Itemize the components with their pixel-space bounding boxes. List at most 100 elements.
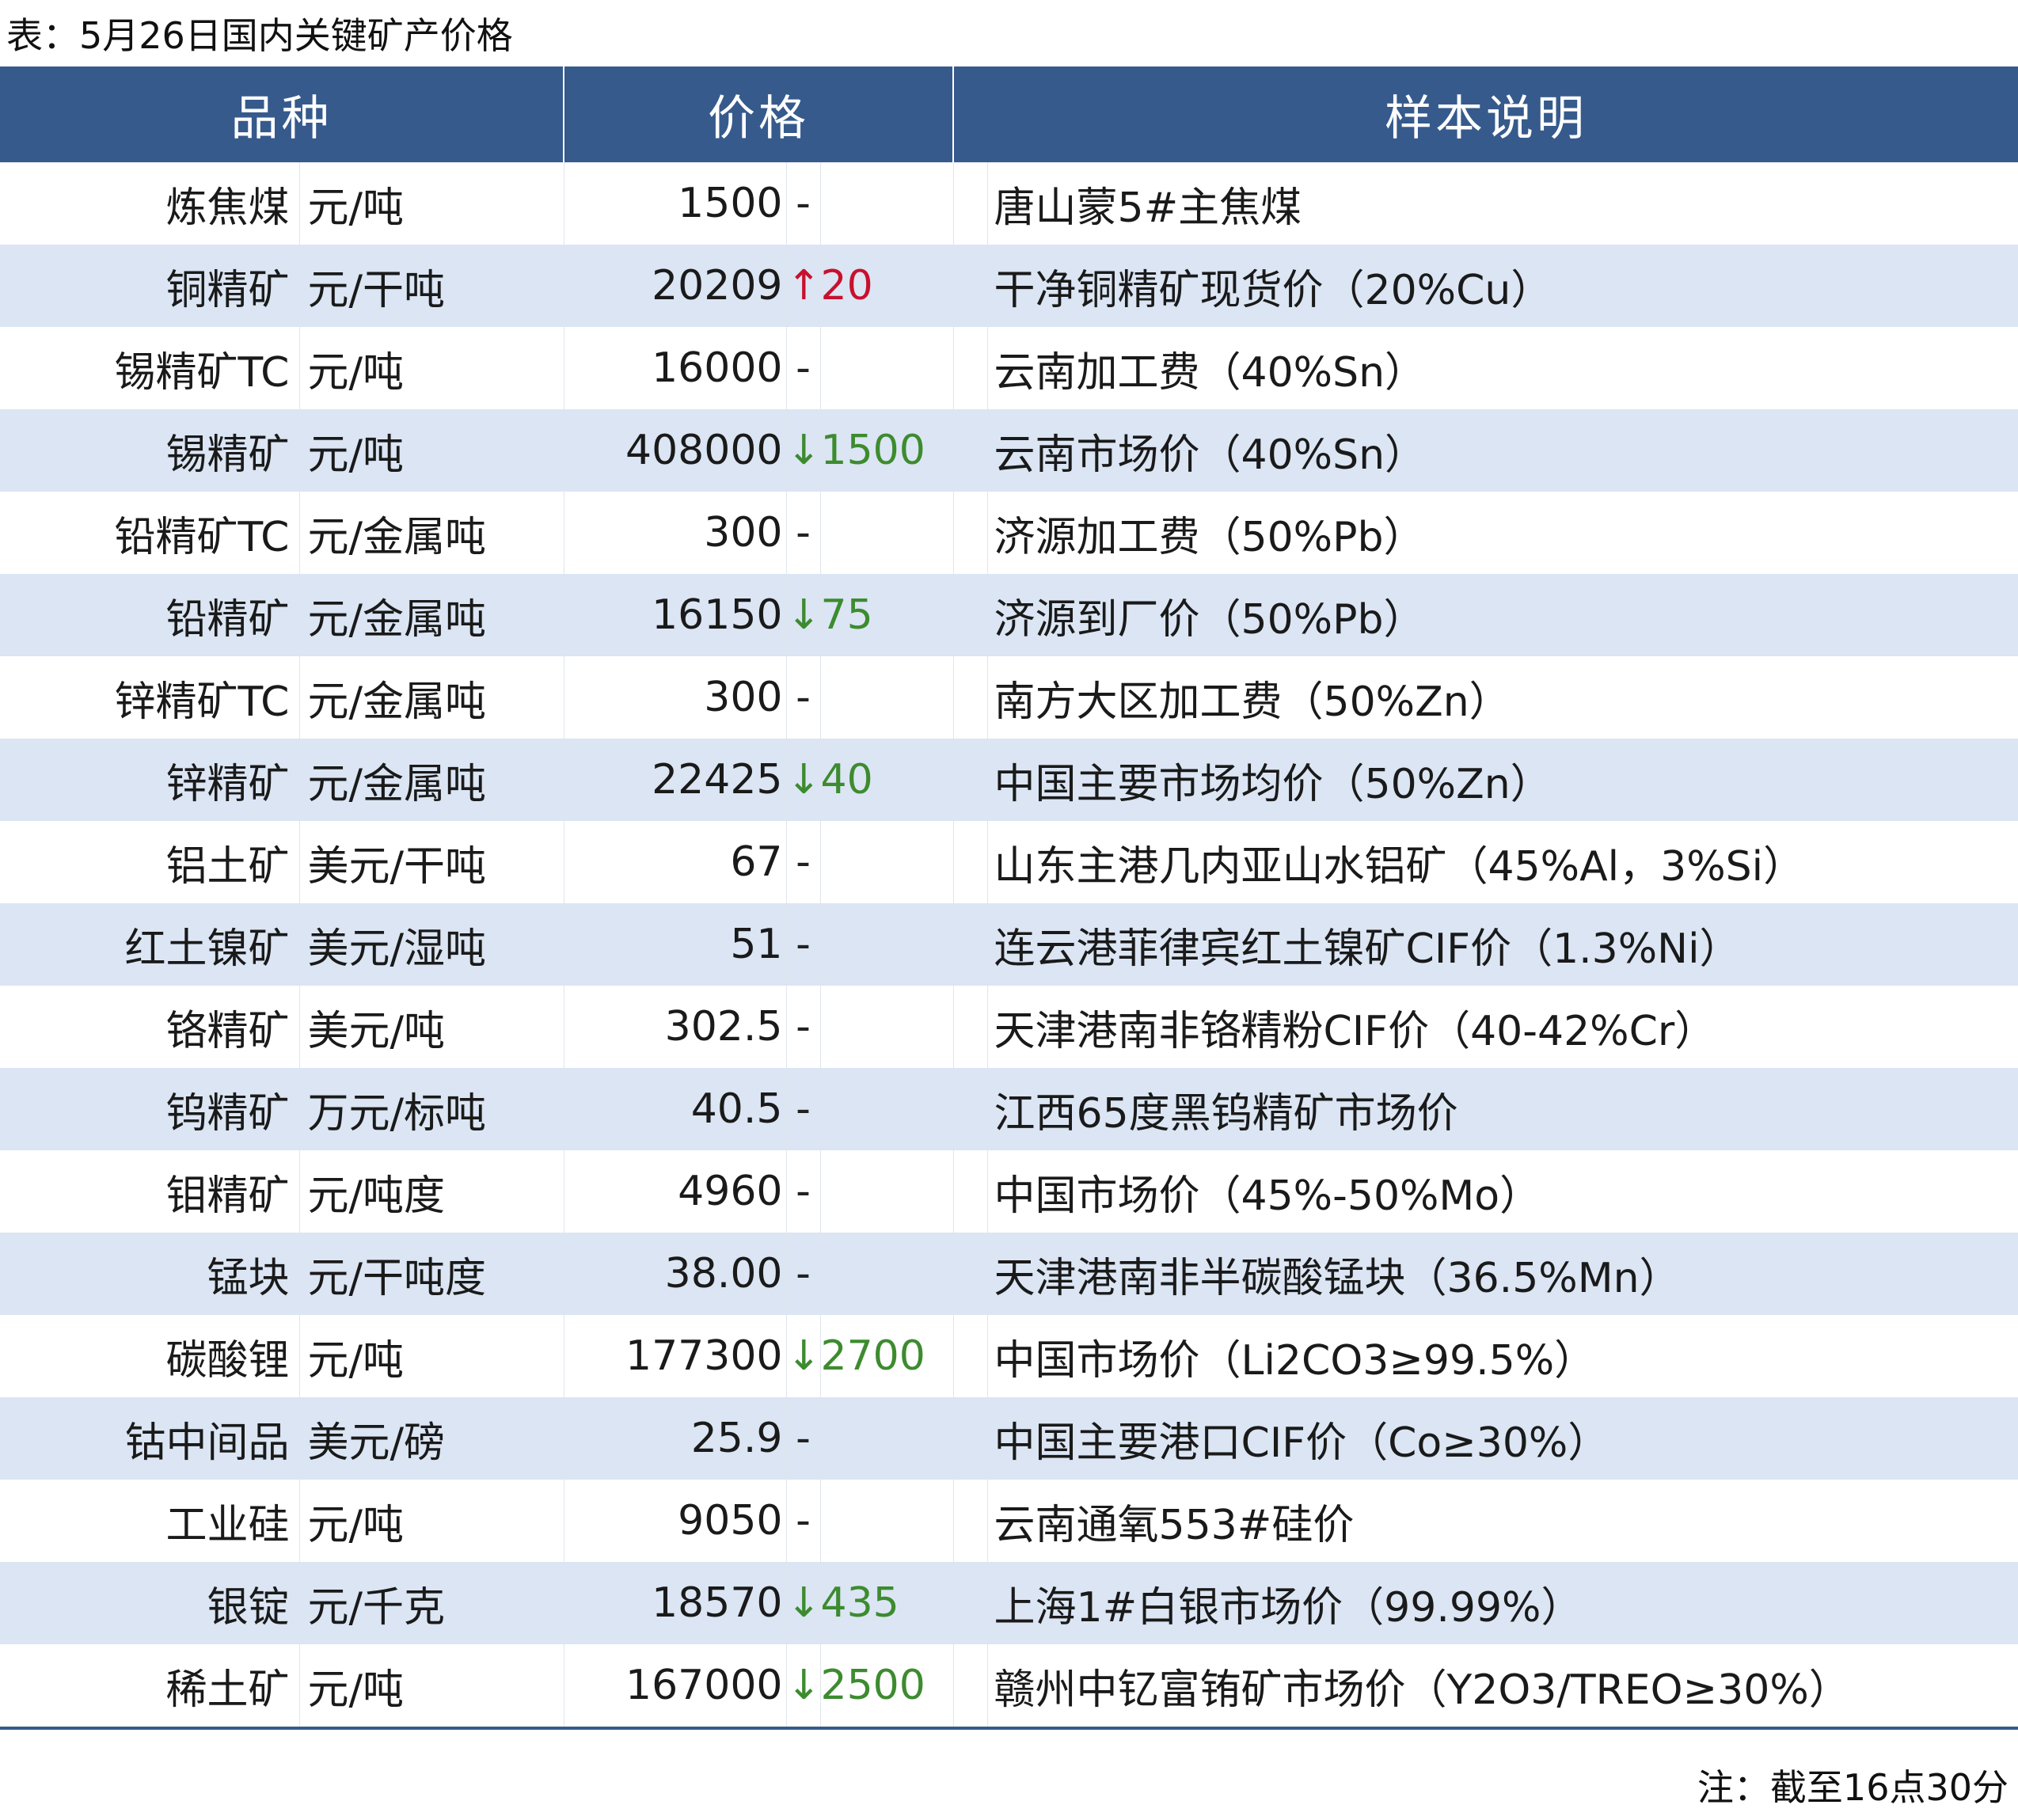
sample-description: 上海1#白银市场价（99.99%） — [986, 1562, 2018, 1644]
change-amount — [819, 1397, 954, 1480]
change-arrow: - — [785, 821, 820, 903]
change-arrow: - — [785, 1068, 820, 1150]
price-unit: 美元/干吨 — [298, 821, 564, 903]
price-value: 22425 — [563, 739, 786, 821]
change-arrow: - — [785, 1480, 820, 1562]
commodity-name: 工业硅 — [0, 1480, 299, 1562]
commodity-name: 红土镍矿 — [0, 903, 299, 986]
change-amount — [819, 1480, 954, 1562]
commodity-name: 钴中间品 — [0, 1397, 299, 1480]
commodity-name: 炼焦煤 — [0, 162, 299, 245]
price-unit: 元/吨度 — [298, 1150, 564, 1233]
price-unit: 元/吨 — [298, 162, 564, 245]
sample-description: 中国市场价（45%-50%Mo） — [986, 1150, 2018, 1233]
spacer-cell — [952, 574, 988, 656]
spacer-cell — [952, 492, 988, 574]
price-unit: 元/吨 — [298, 409, 564, 492]
sample-description: 云南市场价（40%Sn） — [986, 409, 2018, 492]
commodity-name: 钼精矿 — [0, 1150, 299, 1233]
change-arrow: - — [785, 162, 820, 245]
spacer-cell — [952, 821, 988, 903]
table-row: 铅精矿TC 元/金属吨 300- 济源加工费（50%Pb） — [0, 492, 2018, 574]
spacer-cell — [952, 739, 988, 821]
change-amount: 20 — [819, 245, 954, 327]
price-unit: 元/吨 — [298, 1644, 564, 1730]
change-amount — [819, 162, 954, 245]
price-unit: 元/吨 — [298, 1480, 564, 1562]
price-value: 16000 — [563, 327, 786, 409]
commodity-name: 锡精矿 — [0, 409, 299, 492]
mineral-price-table: 品种 价格 样本说明 炼焦煤 元/吨 1500- 唐山蒙5#主焦煤 铜精矿 元/干吨 20 2… — [0, 66, 2018, 1730]
commodity-name: 钨精矿 — [0, 1068, 299, 1150]
change-amount — [819, 1150, 954, 1233]
table-row: 红土镍矿 美元/湿吨 51- 连云港菲律宾红土镍矿CIF价（1.3%Ni） — [0, 903, 2018, 986]
table-body: 炼焦煤 元/吨 1500- 唐山蒙5#主焦煤 铜精矿 元/干吨 20209 ↑ 20 干净铜精矿现… — [0, 162, 2018, 1730]
price-value: 177300 — [563, 1315, 786, 1397]
change-amount — [819, 1068, 954, 1150]
change-amount — [819, 903, 954, 986]
header-description: 样本说明 — [952, 66, 2018, 162]
price-unit: 元/干吨 — [298, 245, 564, 327]
price-unit: 美元/湿吨 — [298, 903, 564, 986]
commodity-name: 锡精矿TC — [0, 327, 299, 409]
price-value: 9050 — [563, 1480, 786, 1562]
table-row: 锡精矿 元/吨 408000 ↓ 1500 云南市场价（40%Sn） — [0, 409, 2018, 492]
change-amount — [819, 821, 954, 903]
change-amount: 435 — [819, 1562, 954, 1644]
price-value: 300 — [563, 492, 786, 574]
sample-description: 山东主港几内亚山水铝矿（45%Al，3%Si） — [986, 821, 2018, 903]
change-arrow: ↓ — [785, 574, 820, 656]
change-arrow: - — [785, 656, 820, 739]
price-value: 67 — [563, 821, 786, 903]
change-arrow: ↓ — [785, 409, 820, 492]
change-amount — [819, 492, 954, 574]
commodity-name: 碳酸锂 — [0, 1315, 299, 1397]
sample-description: 济源加工费（50%Pb） — [986, 492, 2018, 574]
change-amount — [819, 1233, 954, 1315]
table-row: 碳酸锂 元/吨 177300 ↓ 2700 中国市场价（Li2CO3≥99.5%） — [0, 1315, 2018, 1397]
price-value: 4960 — [563, 1150, 786, 1233]
table-row: 铬精矿 美元/吨 302.5- 天津港南非铬精粉CIF价（40-42%Cr） — [0, 986, 2018, 1068]
change-arrow: - — [785, 903, 820, 986]
spacer-cell — [952, 656, 988, 739]
change-amount — [819, 986, 954, 1068]
change-arrow: - — [785, 1233, 820, 1315]
change-amount: 2700 — [819, 1315, 954, 1397]
change-amount — [819, 656, 954, 739]
change-amount: 40 — [819, 739, 954, 821]
price-value: 18570 — [563, 1562, 786, 1644]
commodity-name: 银锭 — [0, 1562, 299, 1644]
change-arrow: ↑ — [785, 245, 820, 327]
price-unit: 美元/吨 — [298, 986, 564, 1068]
sample-description: 干净铜精矿现货价（20%Cu） — [986, 245, 2018, 327]
change-arrow: - — [785, 1150, 820, 1233]
price-value: 40.5 — [563, 1068, 786, 1150]
commodity-name: 铜精矿 — [0, 245, 299, 327]
price-unit: 元/吨 — [298, 327, 564, 409]
change-arrow: - — [785, 327, 820, 409]
spacer-cell — [952, 162, 988, 245]
change-arrow: - — [785, 492, 820, 574]
price-value: 167000 — [563, 1644, 786, 1730]
table-row: 工业硅 元/吨 9050- 云南通氧553#硅价 — [0, 1480, 2018, 1562]
table-header-row: 品种 价格 样本说明 — [0, 66, 2018, 162]
sample-description: 中国市场价（Li2CO3≥99.5%） — [986, 1315, 2018, 1397]
spacer-cell — [952, 1150, 988, 1233]
figure-title: 表：5月26日国内关键矿产价格 — [6, 14, 513, 57]
table-row: 锌精矿TC 元/金属吨 300- 南方大区加工费（50%Zn） — [0, 656, 2018, 739]
change-amount: 75 — [819, 574, 954, 656]
sample-description: 云南通氧553#硅价 — [986, 1480, 2018, 1562]
sample-description: 天津港南非铬精粉CIF价（40-42%Cr） — [986, 986, 2018, 1068]
commodity-name: 铅精矿 — [0, 574, 299, 656]
table-row: 铅精矿 元/金属吨 16150 ↓ 75 济源到厂价（50%Pb） — [0, 574, 2018, 656]
commodity-name: 铅精矿TC — [0, 492, 299, 574]
change-arrow: - — [785, 986, 820, 1068]
price-unit: 万元/标吨 — [298, 1068, 564, 1150]
header-variety: 品种 — [0, 66, 564, 162]
commodity-name: 铝土矿 — [0, 821, 299, 903]
table-row: 炼焦煤 元/吨 1500- 唐山蒙5#主焦煤 — [0, 162, 2018, 245]
change-arrow: ↓ — [785, 1315, 820, 1397]
table-row: 钴中间品 美元/磅 25.9- 中国主要港口CIF价（Co≥30%） — [0, 1397, 2018, 1480]
price-unit: 美元/磅 — [298, 1397, 564, 1480]
